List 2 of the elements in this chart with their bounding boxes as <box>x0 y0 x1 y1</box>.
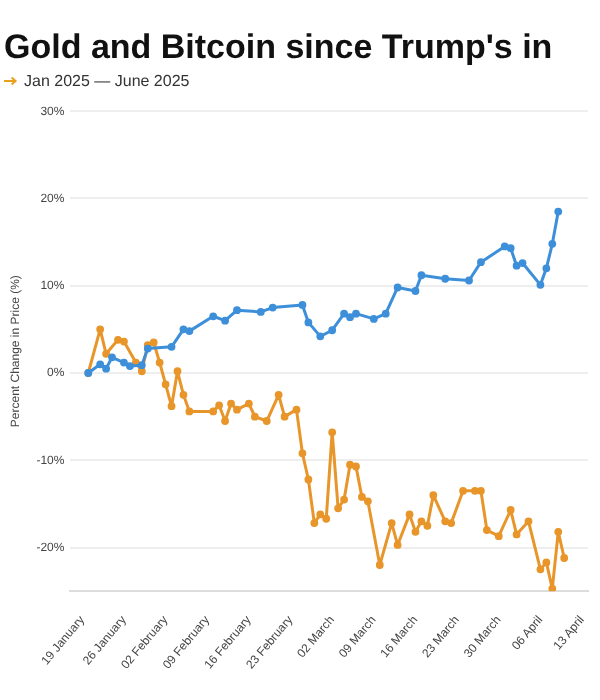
chart-title: Gold and Bitcoin since Trump's in <box>2 28 555 68</box>
chart-subtitle: Jan 2025 — June 2025 <box>24 72 190 90</box>
